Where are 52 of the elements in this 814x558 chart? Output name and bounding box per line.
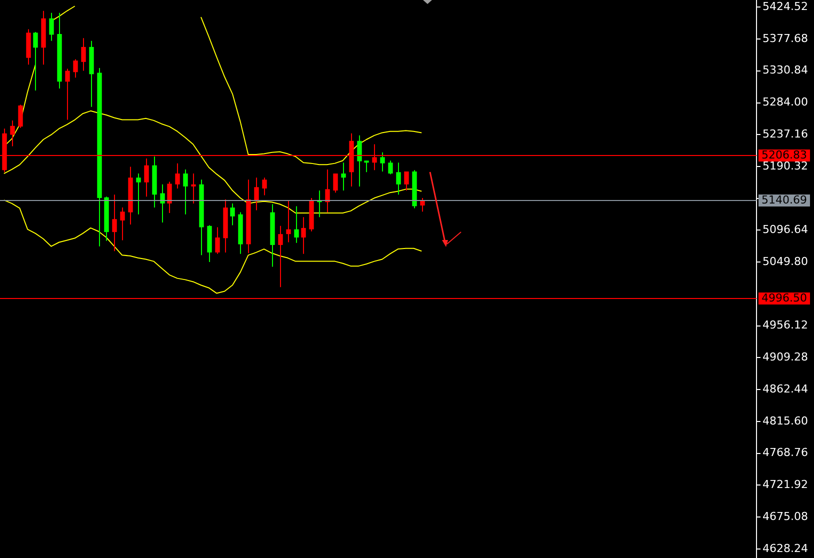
candlestick xyxy=(183,168,188,215)
candlestick xyxy=(175,162,180,189)
candlestick xyxy=(73,58,78,78)
candlestick xyxy=(333,173,338,194)
y-tick-label: 4909.28 xyxy=(762,350,808,364)
y-tick-label: 5190.32 xyxy=(762,159,808,172)
ref-line-label: 4996.50 xyxy=(762,291,808,304)
y-tick-label: 4862.44 xyxy=(762,382,808,396)
y-tick-label: 5237.16 xyxy=(762,127,808,140)
y-tick-label: 4768.76 xyxy=(762,446,808,460)
candlestick xyxy=(120,207,125,241)
candlestick xyxy=(388,160,393,175)
candlestick xyxy=(81,38,86,72)
y-tick-label: 4628.24 xyxy=(762,542,808,555)
candlestick xyxy=(112,194,117,252)
candlestick xyxy=(396,162,401,196)
candlestick xyxy=(65,68,70,120)
candlestick xyxy=(254,177,259,211)
candlestick xyxy=(404,170,409,192)
y-tick-label: 4815.60 xyxy=(762,414,808,428)
candlestick xyxy=(380,152,385,172)
y-tick-label: 4721.92 xyxy=(762,478,808,492)
y-tick-label: 5330.84 xyxy=(762,64,808,77)
candlestick xyxy=(18,104,23,128)
candlestick xyxy=(160,184,165,224)
candlestick xyxy=(33,31,38,92)
candlestick xyxy=(215,226,220,254)
y-tick-label: 5096.64 xyxy=(762,223,808,236)
candlestick xyxy=(136,173,141,215)
y-tick-label: 5049.80 xyxy=(762,254,808,268)
candlestick xyxy=(286,200,291,243)
candlestick xyxy=(278,225,283,288)
candlestick xyxy=(301,216,306,254)
candlestick xyxy=(357,134,362,187)
ref-line-label: 5206.83 xyxy=(762,148,808,162)
candlestick xyxy=(294,206,299,244)
candlestick xyxy=(341,162,346,192)
candlestick xyxy=(167,181,172,214)
ref-line-label: 5140.69 xyxy=(762,193,808,206)
candlestick xyxy=(144,158,149,198)
y-tick-label: 4675.08 xyxy=(762,510,808,523)
y-tick-label: 5284.00 xyxy=(762,96,808,109)
y-tick-label: 5377.68 xyxy=(762,32,808,45)
y-tick-label: 4956.12 xyxy=(762,318,808,332)
candlestick xyxy=(364,160,369,173)
candlestick xyxy=(325,168,330,213)
y-tick-label: 5424.52 xyxy=(762,0,808,13)
candlestick xyxy=(230,202,235,226)
candlestick xyxy=(191,173,196,204)
candlestick xyxy=(10,120,15,147)
candlestick xyxy=(49,12,54,42)
candlestick xyxy=(262,177,267,196)
